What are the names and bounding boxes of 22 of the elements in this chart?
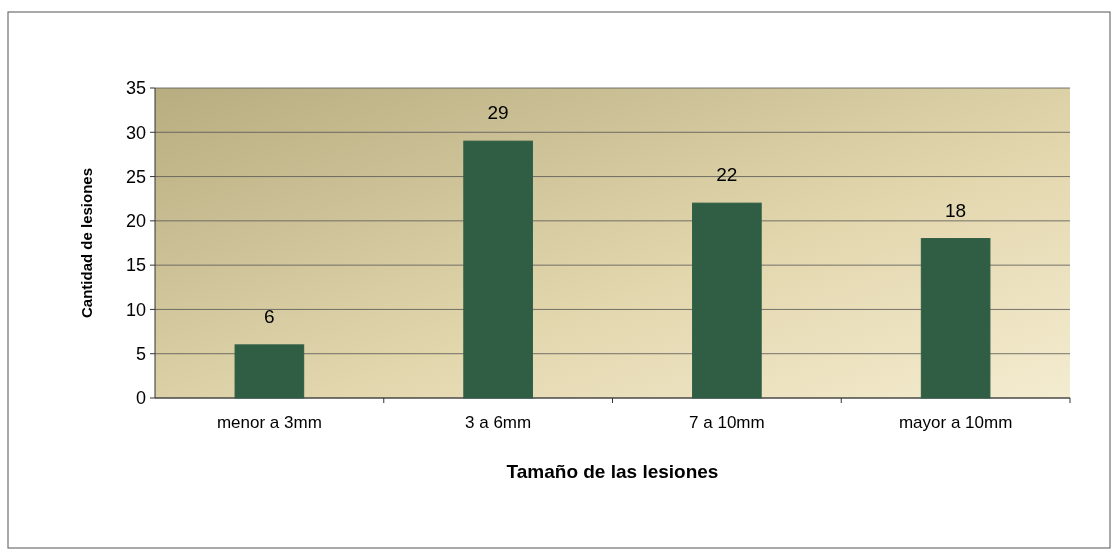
x-tick-label: menor a 3mm	[216, 413, 322, 432]
y-axis-title: Cantidad de lesiones	[78, 167, 95, 319]
y-tick-label: 35	[125, 78, 146, 99]
y-tick-label: 15	[125, 255, 146, 276]
data-label: 18	[945, 199, 967, 221]
y-tick-label: 30	[125, 122, 146, 143]
x-tick-label: 3 a 6mm	[465, 413, 532, 432]
x-axis-title: Tamaño de las lesiones	[506, 461, 719, 482]
y-tick-label: 25	[125, 166, 146, 187]
bar	[463, 140, 533, 399]
y-tick-label: 0	[135, 388, 146, 409]
data-label: 29	[487, 102, 509, 124]
data-label: 6	[264, 305, 275, 327]
x-tick-label: 7 a 10mm	[689, 413, 765, 432]
bar	[692, 202, 762, 399]
y-tick-label: 10	[125, 299, 146, 320]
bar	[920, 238, 991, 399]
y-tick-label: 5	[135, 344, 146, 365]
data-label: 22	[716, 164, 738, 186]
x-tick-label: mayor a 10mm	[898, 413, 1013, 432]
y-tick-label: 20	[125, 211, 146, 232]
bar	[234, 344, 305, 399]
